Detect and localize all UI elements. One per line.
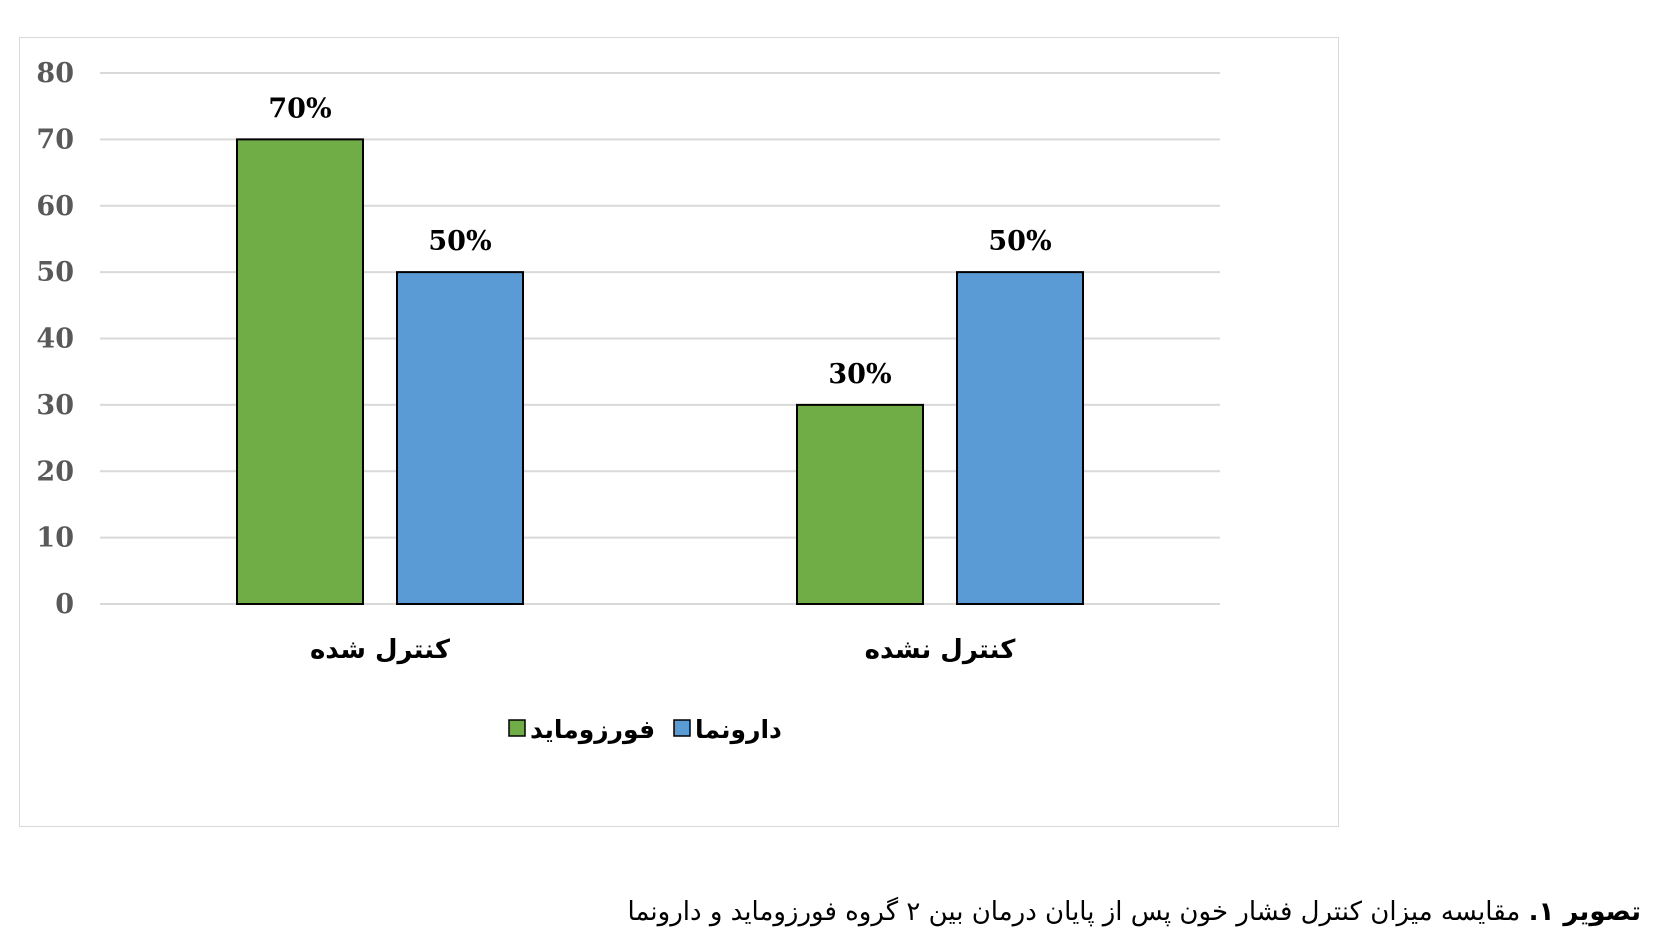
y-tick-label: 20 (36, 456, 74, 487)
data-label: 70% (268, 93, 331, 124)
x-axis-categories: کنترل شده کنترل نشده (310, 635, 1016, 665)
figure-caption: تصوير ۱. مقايسه ميزان كنترل فشار خون پس … (627, 897, 1641, 927)
x-category-label: کنترل شده (310, 635, 451, 665)
legend: دارونما فورزومايد (508, 715, 782, 745)
bar (236, 138, 364, 605)
data-labels: 70% 50% 30% 50% (268, 93, 1051, 390)
bars (236, 138, 1084, 605)
legend-swatch (508, 719, 526, 737)
y-tick-label: 0 (55, 589, 74, 620)
legend-swatch (673, 719, 691, 737)
y-axis-ticks: 0 10 20 30 40 50 60 70 80 (36, 58, 74, 620)
caption-label: تصوير ۱. (1528, 897, 1641, 927)
bar (796, 403, 924, 605)
data-label: 50% (428, 226, 491, 257)
legend-label: فورزومايد (530, 715, 655, 745)
chart-frame: 0 10 20 30 40 50 60 70 80 70% 50% 30% 50% کنترل شده… (19, 37, 1339, 827)
bar (396, 271, 524, 605)
data-label: 30% (828, 359, 891, 390)
y-tick-label: 80 (36, 58, 74, 89)
bar-chart: 0 10 20 30 40 50 60 70 80 70% 50% 30% 50% کنترل شده… (36, 58, 1220, 745)
y-tick-label: 60 (36, 191, 74, 222)
legend-label: دارونما (695, 715, 782, 745)
data-label: 50% (988, 226, 1051, 257)
y-tick-label: 40 (36, 324, 74, 355)
caption-text: مقايسه ميزان كنترل فشار خون پس از پايان … (627, 897, 1521, 927)
x-category-label: کنترل نشده (865, 635, 1017, 665)
y-tick-label: 10 (36, 523, 74, 554)
y-tick-label: 50 (36, 257, 74, 288)
y-tick-label: 70 (36, 124, 74, 155)
y-tick-label: 30 (36, 390, 74, 421)
bar (956, 271, 1084, 605)
